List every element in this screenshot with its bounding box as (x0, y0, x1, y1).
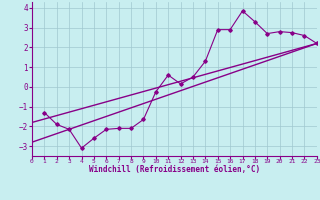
X-axis label: Windchill (Refroidissement éolien,°C): Windchill (Refroidissement éolien,°C) (89, 165, 260, 174)
